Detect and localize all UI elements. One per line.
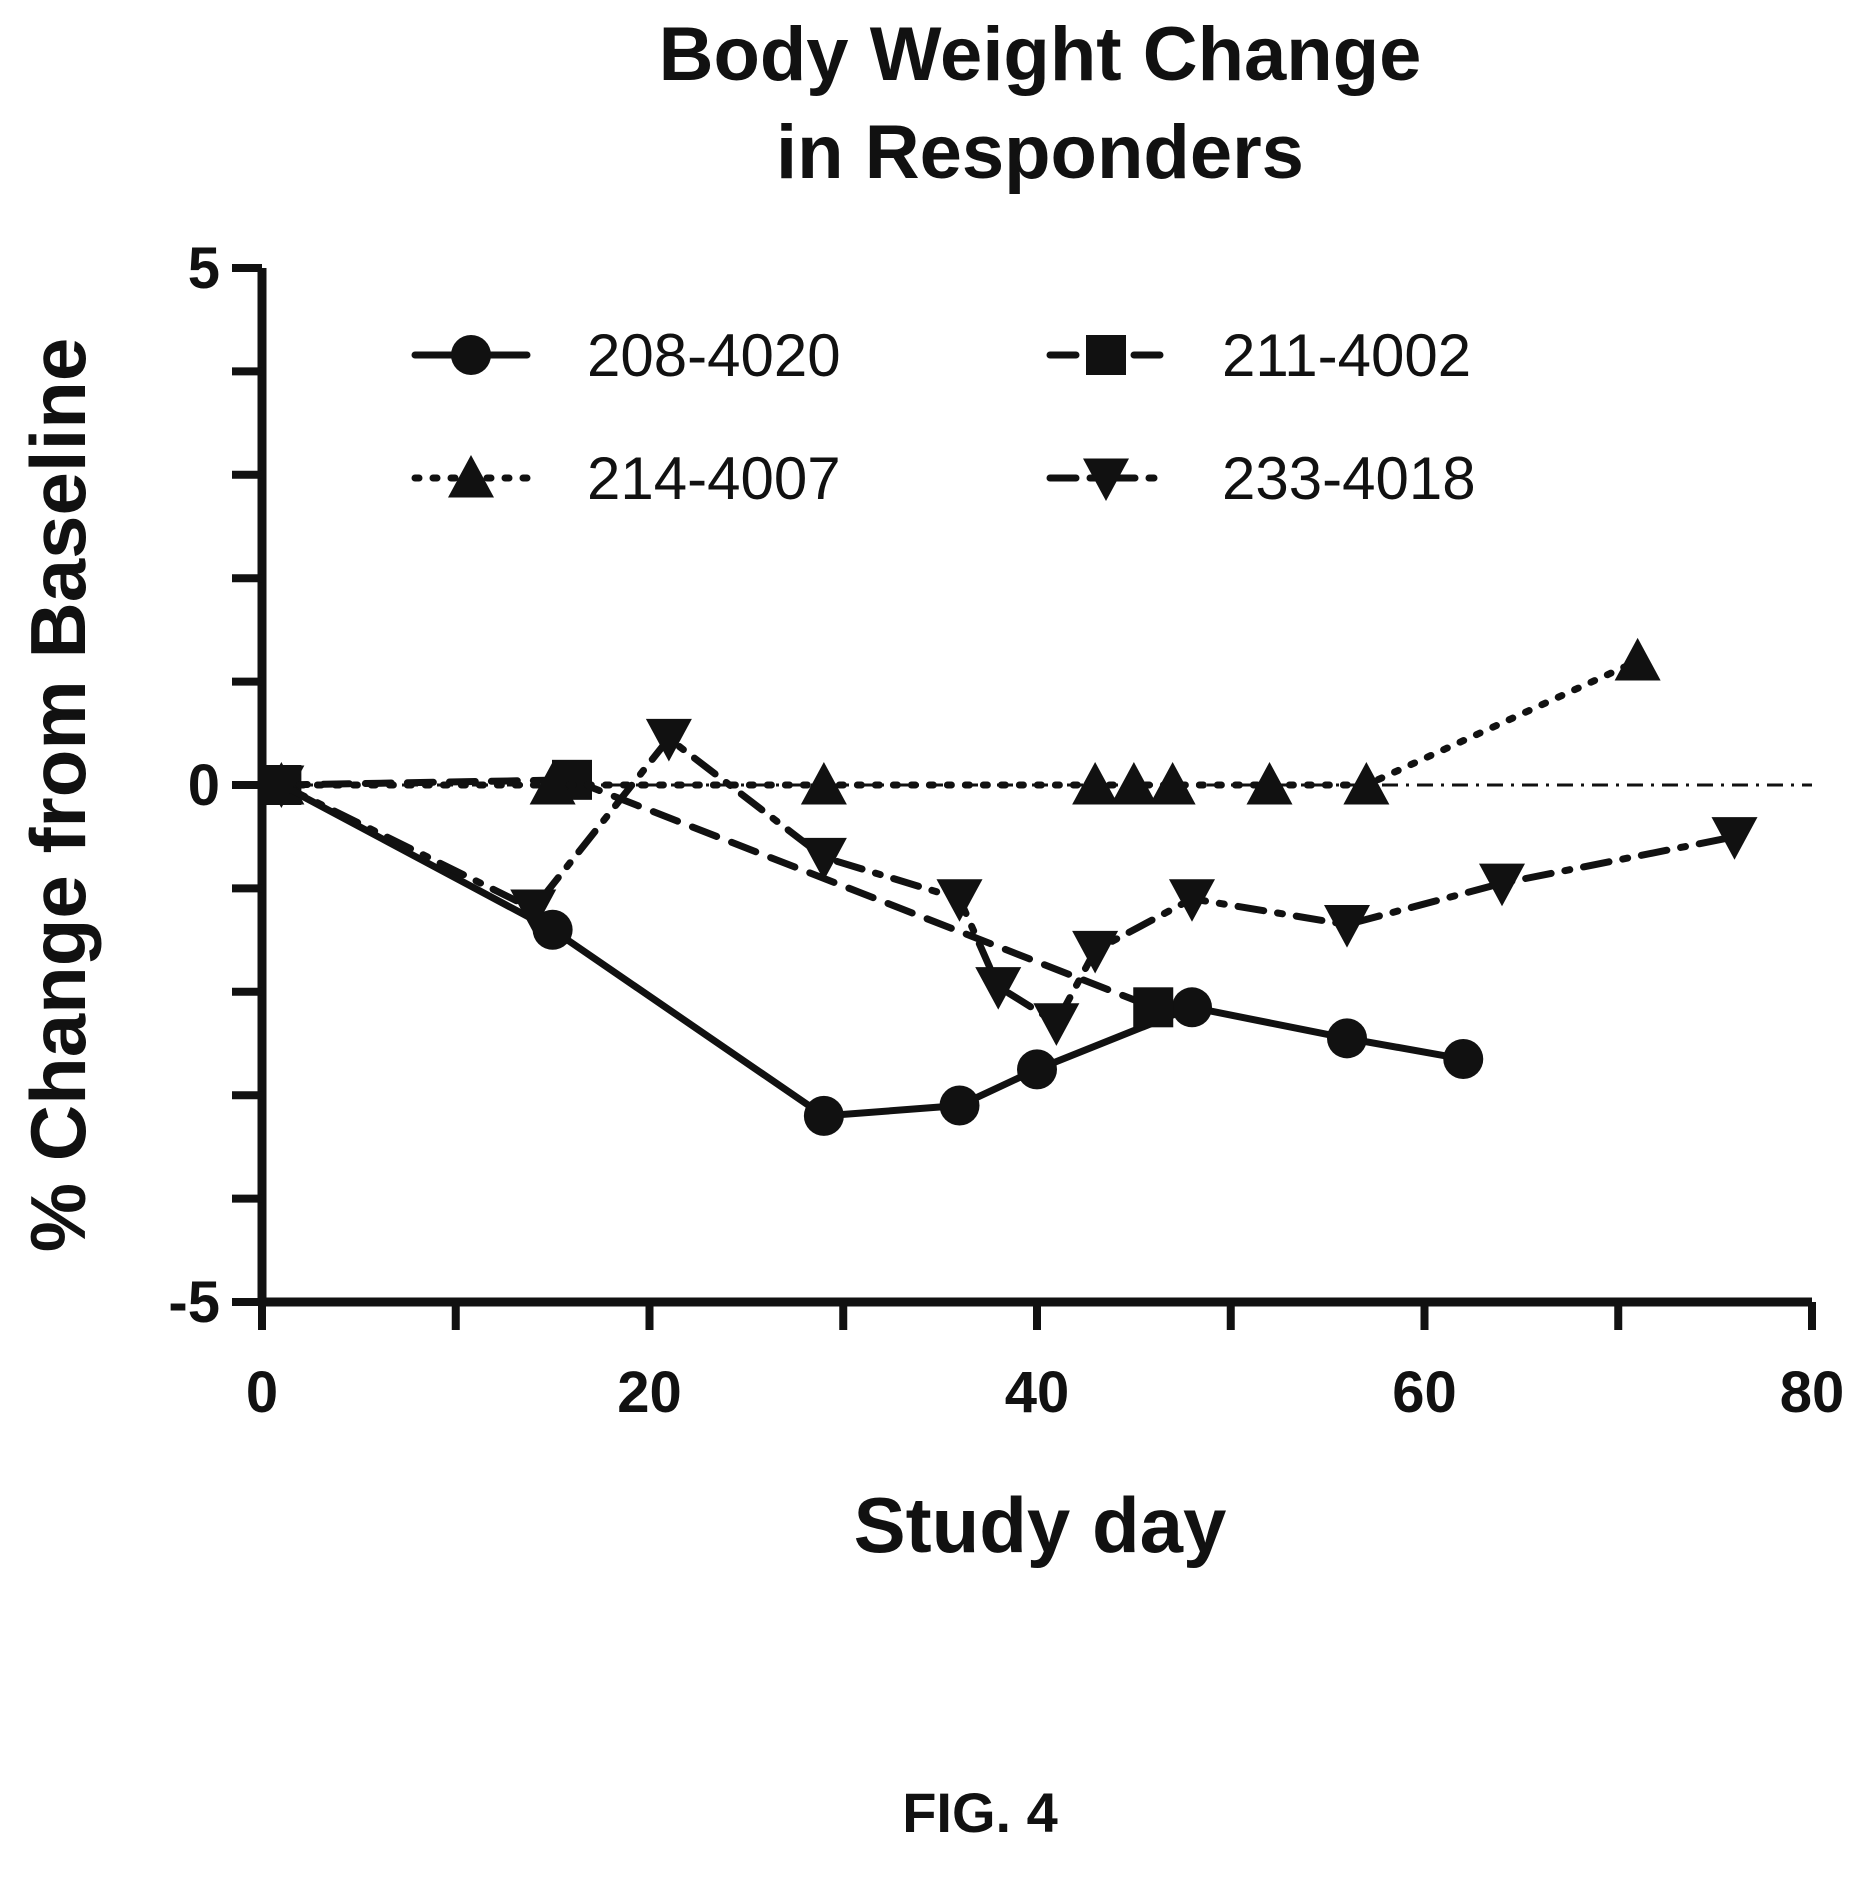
axes: 5 0 -5 0 20 40 60 80 bbox=[168, 236, 1844, 1425]
y-tick-label: 5 bbox=[188, 236, 220, 301]
data-point-214-4007-5 bbox=[1149, 762, 1196, 805]
data-point-214-4007-4 bbox=[1110, 762, 1157, 805]
series-211-4002 bbox=[261, 759, 1174, 1028]
data-point-233-4018-11 bbox=[1711, 817, 1758, 860]
figure-caption: FIG. 4 bbox=[902, 1781, 1058, 1844]
data-point-214-4007-2 bbox=[800, 762, 847, 805]
data-point-233-4018-6 bbox=[1033, 1003, 1080, 1046]
data-point-208-4020-7 bbox=[1443, 1039, 1484, 1080]
data-point-208-4020-1 bbox=[532, 909, 573, 950]
series-layer bbox=[258, 637, 1758, 1136]
series-line-211-4002 bbox=[277, 776, 1157, 1011]
y-tick-label: 0 bbox=[188, 753, 220, 818]
data-point-233-4018-10 bbox=[1479, 863, 1525, 907]
x-tick-label: 20 bbox=[617, 1360, 682, 1425]
y-tick-label: -5 bbox=[168, 1270, 220, 1335]
legend-label: 211-4002 bbox=[1222, 322, 1471, 389]
y-axis-label: % Change from Baseline bbox=[14, 338, 102, 1253]
data-point-214-4007-1 bbox=[529, 762, 576, 805]
legend-item-233-4018: 233-4018 bbox=[1046, 445, 1476, 512]
data-point-214-4007-6 bbox=[1246, 762, 1293, 805]
x-axis-label: Study day bbox=[854, 1481, 1227, 1569]
data-point-214-4007-8 bbox=[1614, 637, 1661, 681]
legend-label: 233-4018 bbox=[1222, 445, 1476, 512]
series-214-4007 bbox=[258, 637, 1661, 805]
x-tick-label: 80 bbox=[1780, 1360, 1845, 1425]
legend-item-214-4007: 214-4007 bbox=[411, 445, 841, 512]
data-point-233-4018-4 bbox=[936, 879, 983, 922]
series-line-214-4007 bbox=[277, 657, 1642, 789]
legend: 208-4020 211-4002 214-4007 233-4018 bbox=[411, 322, 1476, 512]
data-point-214-4007-7 bbox=[1343, 762, 1390, 805]
data-point-208-4020-4 bbox=[1017, 1049, 1057, 1090]
legend-label: 214-4007 bbox=[587, 445, 841, 512]
data-point-208-4020-3 bbox=[939, 1085, 980, 1126]
data-point-233-4018-3 bbox=[800, 837, 847, 881]
series-233-4018 bbox=[258, 718, 1758, 1046]
series-line-208-4020 bbox=[277, 781, 1467, 1120]
legend-marker-211-4002 bbox=[1086, 335, 1126, 375]
legend-marker-233-4018 bbox=[1083, 458, 1129, 501]
data-point-208-4020-6 bbox=[1327, 1018, 1367, 1059]
x-tick-label: 0 bbox=[246, 1360, 278, 1425]
x-tick-label: 40 bbox=[1005, 1360, 1070, 1425]
data-point-211-4002-2 bbox=[1133, 987, 1174, 1028]
data-point-233-4018-9 bbox=[1324, 905, 1370, 948]
chart-title-line-2: in Responders bbox=[776, 110, 1304, 195]
legend-marker-214-4007 bbox=[448, 455, 494, 498]
data-point-208-4020-2 bbox=[803, 1095, 844, 1136]
x-tick-label: 60 bbox=[1392, 1360, 1457, 1425]
legend-item-208-4020: 208-4020 bbox=[411, 322, 841, 389]
data-point-208-4020-5 bbox=[1172, 987, 1212, 1028]
series-208-4020 bbox=[261, 765, 1484, 1136]
data-point-214-4007-3 bbox=[1072, 762, 1119, 805]
data-point-233-4018-2 bbox=[645, 718, 692, 762]
data-point-233-4018-1 bbox=[510, 889, 557, 933]
data-point-233-4018-5 bbox=[975, 967, 1022, 1010]
legend-item-211-4002: 211-4002 bbox=[1046, 322, 1471, 389]
series-line-233-4018 bbox=[277, 734, 1738, 1027]
legend-label: 208-4020 bbox=[587, 322, 841, 389]
chart-title-line-1: Body Weight Change bbox=[659, 12, 1422, 97]
data-point-233-4018-0 bbox=[258, 765, 305, 808]
legend-marker-208-4020 bbox=[451, 335, 491, 375]
data-point-233-4018-7 bbox=[1072, 930, 1119, 974]
data-point-233-4018-8 bbox=[1169, 879, 1215, 922]
